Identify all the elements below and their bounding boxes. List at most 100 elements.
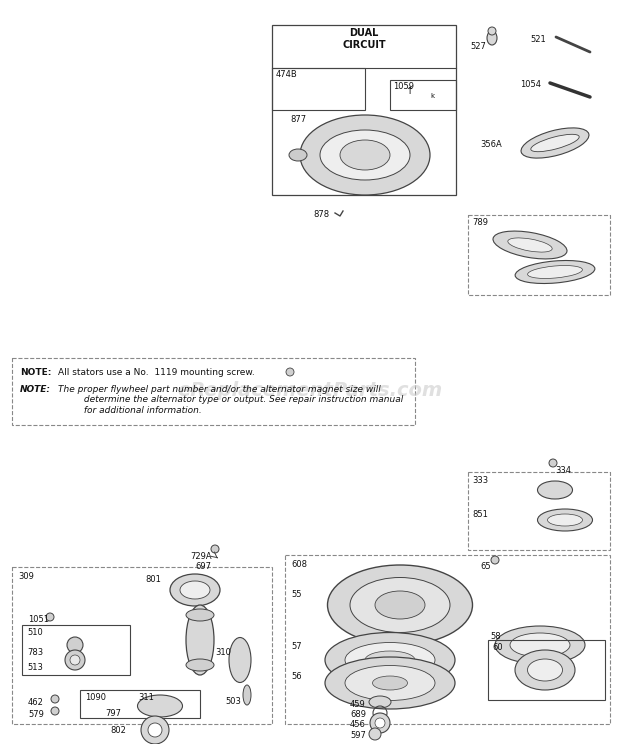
Text: 521: 521	[530, 35, 546, 44]
Ellipse shape	[547, 514, 583, 526]
Text: 356A: 356A	[480, 140, 502, 149]
Ellipse shape	[300, 115, 430, 195]
Ellipse shape	[186, 609, 214, 621]
Bar	[12, 567, 272, 724]
Ellipse shape	[510, 633, 570, 657]
Text: 456: 456	[350, 720, 366, 729]
Circle shape	[211, 545, 219, 553]
Text: 310: 310	[215, 648, 231, 657]
Text: 579: 579	[28, 710, 44, 719]
Text: 1051: 1051	[28, 615, 49, 624]
Ellipse shape	[170, 574, 220, 606]
Text: 878: 878	[313, 210, 329, 219]
Text: 608: 608	[291, 560, 307, 569]
Text: k: k	[430, 93, 434, 99]
Bar	[12, 358, 415, 425]
Text: 503: 503	[225, 697, 241, 706]
Text: 474B: 474B	[276, 70, 298, 79]
Circle shape	[148, 723, 162, 737]
Circle shape	[375, 718, 385, 728]
Ellipse shape	[180, 581, 210, 599]
Text: 57: 57	[291, 642, 301, 651]
Bar	[285, 555, 610, 724]
Text: 597: 597	[350, 731, 366, 740]
Ellipse shape	[538, 509, 593, 531]
Text: eReplacementParts.com: eReplacementParts.com	[177, 380, 443, 400]
Ellipse shape	[289, 149, 307, 161]
Bar	[488, 640, 605, 700]
Text: NOTE:: NOTE:	[20, 385, 51, 394]
Circle shape	[70, 655, 80, 665]
Bar	[272, 25, 456, 195]
Circle shape	[51, 707, 59, 715]
Ellipse shape	[369, 696, 391, 708]
Text: 789: 789	[472, 218, 488, 227]
Text: 55: 55	[291, 590, 301, 599]
Text: 729A: 729A	[190, 552, 211, 561]
Ellipse shape	[345, 643, 435, 678]
Ellipse shape	[521, 128, 589, 158]
Circle shape	[51, 695, 59, 703]
Ellipse shape	[487, 31, 497, 45]
Bar	[390, 80, 456, 110]
Bar	[22, 625, 130, 675]
Text: 877: 877	[290, 115, 306, 124]
Bar	[468, 215, 610, 295]
Ellipse shape	[528, 659, 562, 681]
Circle shape	[370, 713, 390, 733]
Text: 65: 65	[480, 562, 490, 571]
Circle shape	[67, 637, 83, 653]
Ellipse shape	[508, 238, 552, 252]
Text: 311: 311	[138, 693, 154, 702]
Text: 462: 462	[28, 698, 44, 707]
Ellipse shape	[243, 685, 251, 705]
Ellipse shape	[327, 565, 472, 645]
Circle shape	[286, 368, 294, 376]
Circle shape	[491, 556, 499, 564]
Text: 309: 309	[18, 572, 34, 581]
Circle shape	[46, 613, 54, 621]
Text: 58: 58	[490, 632, 500, 641]
Circle shape	[549, 459, 557, 467]
Circle shape	[369, 728, 381, 740]
Ellipse shape	[345, 665, 435, 701]
Circle shape	[141, 716, 169, 744]
Text: 851: 851	[472, 510, 488, 519]
Ellipse shape	[186, 605, 214, 675]
Ellipse shape	[538, 481, 572, 499]
Ellipse shape	[320, 130, 410, 180]
Ellipse shape	[493, 231, 567, 259]
Circle shape	[488, 27, 496, 35]
Bar	[272, 68, 365, 110]
Text: 697: 697	[195, 562, 211, 571]
Ellipse shape	[495, 626, 585, 664]
Text: 60: 60	[492, 643, 503, 652]
Text: The proper flywheel part number and/or the alternator magnet size will
         : The proper flywheel part number and/or t…	[58, 385, 403, 415]
Ellipse shape	[375, 591, 425, 619]
Text: 802: 802	[110, 726, 126, 735]
Bar	[468, 472, 610, 550]
Text: 510: 510	[27, 628, 43, 637]
Text: 56: 56	[291, 672, 301, 681]
Text: NOTE:: NOTE:	[20, 368, 51, 377]
Ellipse shape	[138, 695, 182, 717]
Ellipse shape	[340, 140, 390, 170]
Text: 689: 689	[350, 710, 366, 719]
Text: 459: 459	[350, 700, 366, 709]
Text: 333: 333	[472, 476, 488, 485]
Ellipse shape	[325, 657, 455, 709]
Ellipse shape	[528, 266, 582, 278]
Text: 1054: 1054	[520, 80, 541, 89]
Ellipse shape	[229, 638, 251, 682]
Text: 334: 334	[555, 466, 571, 475]
Text: 801: 801	[145, 575, 161, 584]
Text: DUAL
CIRCUIT: DUAL CIRCUIT	[342, 28, 386, 50]
Bar	[80, 690, 200, 718]
Text: All stators use a No.  1119 mounting screw.: All stators use a No. 1119 mounting scre…	[58, 368, 255, 377]
Ellipse shape	[373, 676, 407, 690]
Ellipse shape	[515, 260, 595, 283]
Ellipse shape	[325, 632, 455, 687]
Text: 1059: 1059	[393, 82, 414, 91]
Text: 527: 527	[470, 42, 486, 51]
Ellipse shape	[365, 651, 415, 669]
